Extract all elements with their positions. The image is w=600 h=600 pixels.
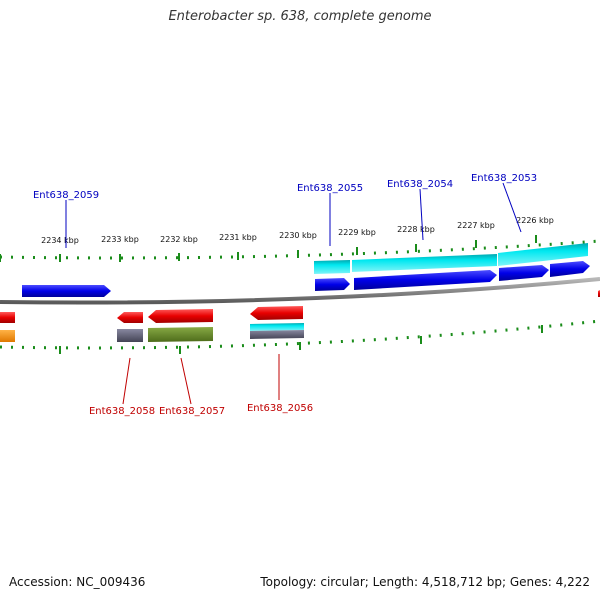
forward-cds-band	[314, 243, 588, 274]
accession-text: Accession: NC_009436	[9, 575, 146, 589]
forward-genes	[22, 261, 590, 297]
gene-arrow-ent638-2056	[250, 306, 303, 320]
gene-arrow-ent638-2053-b	[550, 261, 590, 277]
gene-arrow-ent638-2058	[117, 312, 143, 323]
gene-arrow-ent638-2057	[148, 309, 213, 323]
major-ticks	[0, 235, 543, 354]
map-title: Enterobacter sp. 638, complete genome	[168, 9, 432, 24]
tick-label-2230: 2230 kbp	[279, 231, 317, 240]
gene-label-ent638-2053: Ent638_2053	[471, 173, 537, 184]
gene-label-ent638-2059: Ent638_2059	[33, 190, 99, 201]
gene-label-ent638-2054: Ent638_2054	[387, 179, 453, 190]
tick-label-2231: 2231 kbp	[219, 233, 257, 242]
tick-label-2226: 2226 kbp	[516, 216, 554, 225]
gene-label-ent638-2055: Ent638_2055	[297, 183, 363, 194]
gene-label-ent638-2056: Ent638_2056	[247, 403, 313, 414]
gene-arrow-ent638-2054	[354, 270, 497, 290]
label-leaders	[65, 182, 522, 405]
tick-label-2227: 2227 kbp	[457, 221, 495, 230]
gene-arrow-ent638-2055	[315, 278, 350, 291]
gene-arrow-ent638-2059	[22, 285, 111, 297]
gene-label-ent638-2057: Ent638_2057	[159, 406, 225, 417]
tick-label-2233: 2233 kbp	[101, 235, 139, 244]
tick-label-2234: 2234 kbp	[41, 236, 79, 245]
topology-text: Topology: circular; Length: 4,518,712 bp…	[260, 575, 590, 589]
gene-label-ent638-2058: Ent638_2058	[89, 406, 155, 417]
genome-backbone	[0, 277, 600, 305]
reverse-genes	[0, 290, 600, 342]
tick-label-2228: 2228 kbp	[397, 225, 435, 234]
tick-label-2229: 2229 kbp	[338, 228, 376, 237]
gene-arrow-ent638-2053-a	[499, 265, 549, 281]
tick-label-2232: 2232 kbp	[160, 235, 198, 244]
